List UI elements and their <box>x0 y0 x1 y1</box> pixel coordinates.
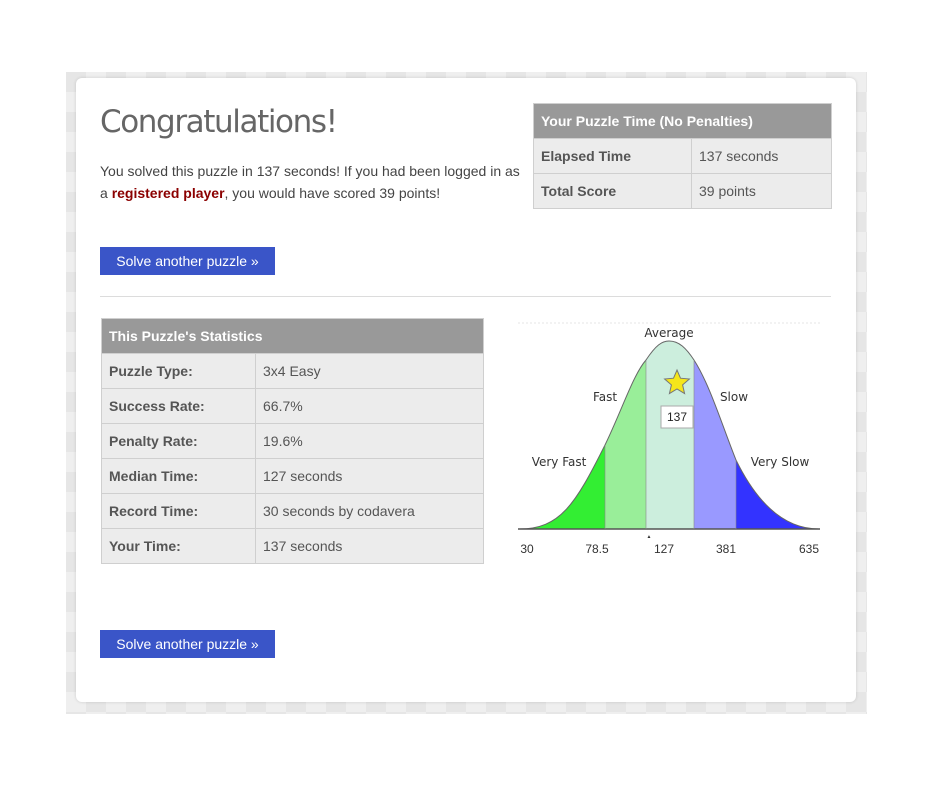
result-text-2: , you would have scored 39 points! <box>224 185 441 201</box>
your-time-marker-box <box>660 405 694 429</box>
stat-value: 137 seconds <box>255 528 484 564</box>
solve-another-button-bottom[interactable]: Solve another puzzle » <box>100 630 275 658</box>
puzzle-time-table: Your Puzzle Time (No Penalties) Elapsed … <box>533 103 832 209</box>
average-segment <box>646 341 694 529</box>
very-slow-label: Very Slow <box>751 455 810 469</box>
median-tick-mark: ▲ <box>647 534 652 540</box>
page-title: Congratulations! <box>100 104 338 140</box>
elapsed-time-value: 137 seconds <box>691 138 832 174</box>
x-tick-label: 381 <box>716 542 736 556</box>
stat-value: 30 seconds by codavera <box>255 493 484 529</box>
slow-label: Slow <box>720 390 748 404</box>
table-row: Success Rate: 66.7% <box>101 388 484 424</box>
x-tick-label: 30 <box>520 542 534 556</box>
stat-value: 127 seconds <box>255 458 484 494</box>
result-message: You solved this puzzle in 137 seconds! I… <box>100 160 520 204</box>
statistics-header: This Puzzle's Statistics <box>101 318 484 354</box>
stat-label: Your Time: <box>101 528 256 564</box>
table-row: Puzzle Type: 3x4 Easy <box>101 353 484 389</box>
stat-value: 3x4 Easy <box>255 353 484 389</box>
star-icon <box>663 368 691 395</box>
very-slow-segment <box>736 460 819 529</box>
table-row: Total Score 39 points <box>533 173 832 209</box>
elapsed-time-label: Elapsed Time <box>533 138 692 174</box>
x-tick-label: 127 <box>654 542 674 556</box>
result-text-1: You solved this puzzle in 137 seconds! I… <box>100 163 520 201</box>
table-row: Median Time: 127 seconds <box>101 458 484 494</box>
table-row: Your Time: 137 seconds <box>101 528 484 564</box>
x-tick-label: 635 <box>799 542 819 556</box>
table-row: Record Time: 30 seconds by codavera <box>101 493 484 529</box>
fast-label: Fast <box>593 390 617 404</box>
very-fast-segment <box>519 445 605 529</box>
your-time-marker-label: 137 <box>667 410 687 424</box>
table-row: Elapsed Time 137 seconds <box>533 138 832 174</box>
stat-label: Success Rate: <box>101 388 256 424</box>
stat-label: Puzzle Type: <box>101 353 256 389</box>
total-score-value: 39 points <box>691 173 832 209</box>
stat-label: Median Time: <box>101 458 256 494</box>
slow-segment <box>694 360 736 529</box>
stat-value: 19.6% <box>255 423 484 459</box>
fast-segment <box>605 360 646 529</box>
registered-player-link[interactable]: registered player <box>111 185 225 201</box>
total-score-label: Total Score <box>533 173 692 209</box>
section-divider <box>100 296 831 297</box>
average-label: Average <box>644 326 693 340</box>
table-row: Penalty Rate: 19.6% <box>101 423 484 459</box>
solve-another-button-top[interactable]: Solve another puzzle » <box>100 247 275 275</box>
stat-value: 66.7% <box>255 388 484 424</box>
puzzle-statistics-table: This Puzzle's Statistics Puzzle Type: 3x… <box>101 318 484 564</box>
x-tick-label: 78.5 <box>585 542 609 556</box>
stat-label: Record Time: <box>101 493 256 529</box>
very-fast-label: Very Fast <box>532 455 587 469</box>
stat-label: Penalty Rate: <box>101 423 256 459</box>
puzzle-time-header: Your Puzzle Time (No Penalties) <box>533 103 832 139</box>
time-distribution-chart: Average Fast Slow Very Fast Very Slow 13… <box>518 322 820 556</box>
